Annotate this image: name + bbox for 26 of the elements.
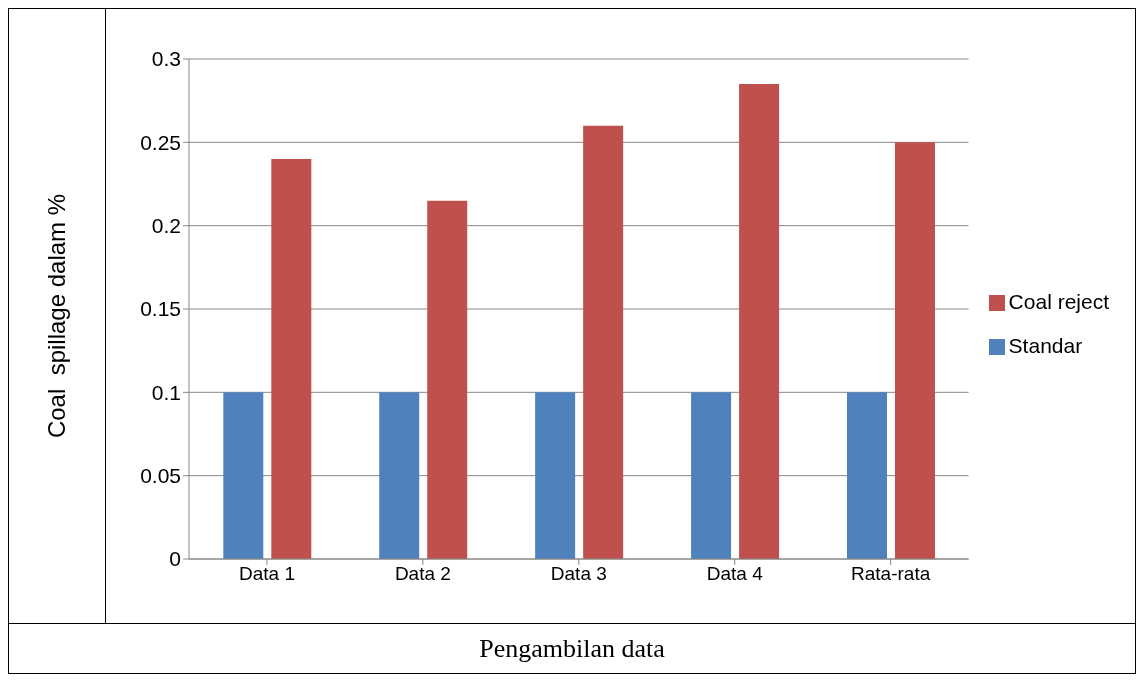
legend-label: Coal reject — [1008, 290, 1109, 313]
bar — [427, 200, 468, 559]
x-tick-label: Data 1 — [238, 563, 295, 585]
legend-label: Standar — [1008, 334, 1083, 357]
bar — [271, 159, 312, 559]
y-tick-label: 0 — [169, 547, 181, 571]
y-tick-label: 0.15 — [140, 297, 181, 321]
bar — [535, 392, 576, 559]
y-tick-label: 0.2 — [151, 214, 181, 238]
bar — [583, 125, 624, 559]
y-tick-label: 0.3 — [151, 47, 181, 71]
bar — [894, 142, 935, 559]
y-tick-label: 0.25 — [140, 130, 181, 154]
bar — [691, 392, 732, 559]
bar — [379, 392, 420, 559]
x-tick-label: Rata-rata — [851, 563, 931, 585]
bar — [846, 392, 887, 559]
y-tick-label: 0.05 — [140, 464, 181, 488]
y-axis-title: Coal spillage dalam % — [43, 193, 71, 439]
x-tick-label: Data 3 — [550, 563, 607, 585]
y-tick-label: 0.1 — [151, 380, 181, 404]
bar — [739, 84, 780, 559]
x-axis-title: Pengambilan data — [9, 623, 1135, 674]
bar — [223, 392, 264, 559]
x-tick-label: Data 2 — [394, 563, 451, 585]
x-tick-label: Data 4 — [706, 563, 764, 585]
